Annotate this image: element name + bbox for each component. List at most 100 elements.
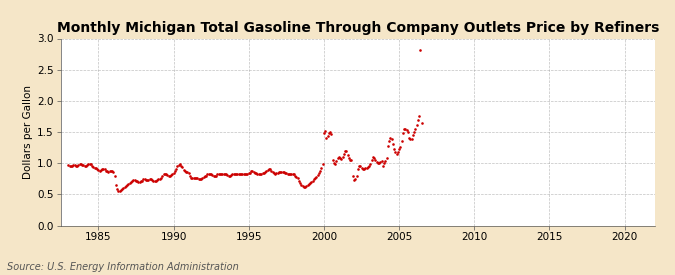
Point [215,172,225,176]
Point [411,122,422,127]
Point [350,177,360,181]
Point [415,48,426,52]
Point [223,174,234,178]
Y-axis label: Dollars per Gallon: Dollars per Gallon [23,85,33,179]
Point [103,170,114,174]
Point [365,162,376,167]
Point [102,169,113,174]
Point [165,173,176,177]
Point [156,176,167,180]
Point [285,172,296,177]
Point [169,169,180,174]
Point [236,172,246,176]
Point [387,142,398,147]
Point [132,179,142,183]
Point [374,161,385,165]
Point [405,137,416,142]
Point [329,161,340,165]
Title: Monthly Michigan Total Gasoline Through Company Outlets Price by Refiners: Monthly Michigan Total Gasoline Through … [57,21,659,35]
Point [376,158,387,163]
Point [73,163,84,167]
Point [173,163,184,167]
Point [410,127,421,131]
Point [302,183,313,187]
Point [119,185,130,189]
Point [240,172,250,177]
Point [88,165,99,169]
Point [89,165,100,170]
Point [307,178,318,183]
Point [389,147,400,152]
Point [190,175,200,180]
Point [212,172,223,177]
Point [82,163,92,167]
Point [76,162,86,167]
Point [252,172,263,176]
Point [315,169,325,174]
Point [251,171,262,175]
Point [408,133,418,137]
Point [142,178,153,182]
Point [140,178,151,182]
Point [182,170,193,174]
Point [206,172,217,177]
Point [196,177,207,181]
Point [155,177,165,181]
Point [346,158,357,162]
Point [399,127,410,131]
Point [197,175,208,180]
Point [232,172,243,176]
Point [114,188,125,193]
Point [247,169,258,174]
Point [157,174,167,178]
Point [117,187,128,192]
Point [409,130,420,134]
Point [304,182,315,186]
Point [272,170,283,175]
Point [392,152,402,156]
Point [124,181,135,185]
Point [292,176,303,180]
Point [385,136,396,141]
Point [335,156,346,160]
Point [253,172,264,177]
Point [200,174,211,178]
Point [295,181,306,185]
Point [161,172,171,177]
Point [254,172,265,177]
Point [86,162,97,167]
Point [401,128,412,132]
Point [416,120,427,125]
Point [68,163,79,167]
Point [383,144,394,148]
Point [67,163,78,168]
Point [358,167,369,172]
Point [360,166,371,170]
Point [275,170,286,174]
Point [294,178,304,183]
Point [291,175,302,179]
Point [379,161,389,165]
Point [199,174,210,178]
Point [74,162,85,167]
Point [171,167,182,171]
Point [105,169,116,174]
Point [398,131,408,136]
Point [176,163,186,168]
Point [319,130,329,135]
Point [241,172,252,177]
Point [115,188,126,192]
Point [263,167,274,172]
Point [265,167,275,172]
Point [313,173,323,177]
Point [300,185,310,189]
Point [297,184,308,188]
Point [207,173,218,177]
Point [79,163,90,168]
Point [326,132,337,136]
Point [180,169,190,174]
Point [126,180,136,184]
Point [112,187,123,192]
Point [123,182,134,186]
Point [118,186,129,190]
